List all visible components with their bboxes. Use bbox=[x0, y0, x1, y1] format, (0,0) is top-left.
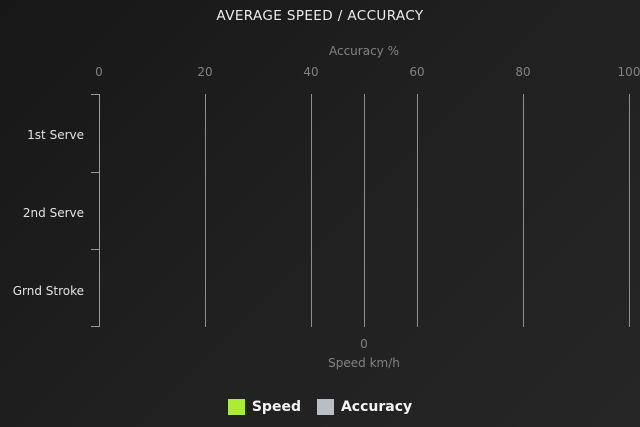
gridline bbox=[523, 94, 524, 327]
top-axis-tick-label: 0 bbox=[95, 65, 103, 79]
top-axis-tick-label: 80 bbox=[515, 65, 531, 79]
bottom-axis-tick-label: 0 bbox=[360, 337, 368, 351]
top-axis-tick-label: 20 bbox=[197, 65, 213, 79]
gridline bbox=[311, 94, 312, 327]
y-axis-tick bbox=[91, 172, 99, 173]
top-axis-tick-label: 60 bbox=[409, 65, 425, 79]
speed-swatch-icon bbox=[227, 399, 245, 415]
gridline bbox=[629, 94, 630, 327]
speed-zero-gridline bbox=[364, 94, 365, 327]
chart-title: AVERAGE SPEED / ACCURACY bbox=[216, 8, 424, 24]
gridline bbox=[417, 94, 418, 327]
y-axis-tick bbox=[91, 326, 99, 327]
y-axis-line bbox=[99, 94, 100, 327]
category-label: 1st Serve bbox=[27, 128, 84, 142]
legend-label: Accuracy bbox=[340, 399, 413, 415]
legend-item-speed[interactable]: Speed bbox=[227, 399, 301, 415]
y-axis-tick bbox=[91, 249, 99, 250]
accuracy-swatch-icon bbox=[316, 399, 334, 415]
bottom-axis-title: Speed km/h bbox=[328, 356, 400, 370]
legend-label: Speed bbox=[251, 399, 301, 415]
top-axis-tick-label: 100 bbox=[617, 65, 640, 79]
y-axis-tick bbox=[91, 94, 99, 95]
legend: Speed Accuracy bbox=[0, 399, 640, 415]
legend-item-accuracy[interactable]: Accuracy bbox=[316, 399, 413, 415]
top-axis-tick-label: 40 bbox=[303, 65, 319, 79]
category-label: 2nd Serve bbox=[22, 206, 84, 220]
gridline bbox=[205, 94, 206, 327]
top-axis-title: Accuracy % bbox=[328, 44, 399, 58]
category-label: Grnd Stroke bbox=[12, 284, 84, 298]
